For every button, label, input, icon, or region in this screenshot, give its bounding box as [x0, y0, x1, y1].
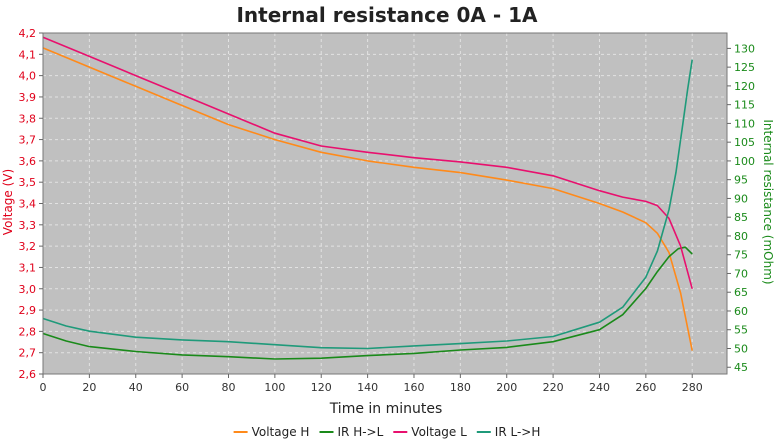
- x-tick-label: 40: [129, 381, 143, 394]
- left-tick-label: 3,3: [19, 219, 37, 232]
- legend-label: Voltage L: [411, 425, 467, 439]
- x-tick-label: 200: [496, 381, 517, 394]
- left-tick-label: 3,2: [19, 240, 37, 253]
- legend-item: IR L->H: [476, 425, 541, 439]
- left-tick-label: 3,1: [19, 261, 37, 274]
- right-tick-label: 85: [734, 211, 748, 224]
- right-tick-label: 110: [734, 117, 755, 130]
- left-tick-label: 4,1: [19, 48, 37, 61]
- legend: Voltage H IR H->L Voltage L IR L->H: [233, 425, 541, 439]
- legend-item: Voltage H: [233, 425, 310, 439]
- legend-item: IR H->L: [319, 425, 384, 439]
- x-tick-label: 60: [175, 381, 189, 394]
- series-line-ir-h-l: [42, 246, 693, 360]
- x-axis-ticks: 0 20 40 60 80 100 120 140 160 180 200 220 240 260 280: [40, 374, 703, 394]
- left-tick-label: 3,8: [19, 112, 37, 125]
- x-tick-label: 160: [403, 381, 424, 394]
- left-tick-label: 3,9: [19, 91, 37, 104]
- right-tick-label: 125: [734, 61, 755, 74]
- legend-label: Voltage H: [252, 425, 310, 439]
- right-tick-label: 75: [734, 249, 748, 262]
- x-tick-label: 100: [264, 381, 285, 394]
- series-layer: [42, 36, 693, 360]
- x-tick-label: 20: [82, 381, 96, 394]
- x-tick-label: 260: [635, 381, 656, 394]
- left-tick-label: 2,8: [19, 325, 37, 338]
- left-tick-label: 2,9: [19, 304, 37, 317]
- series-line-ir-l-h: [42, 59, 693, 350]
- right-tick-label: 105: [734, 136, 755, 149]
- x-axis-label: Time in minutes: [329, 401, 443, 417]
- left-tick-label: 4,2: [19, 27, 37, 40]
- series-line-voltage-l: [42, 36, 693, 290]
- x-tick-label: 0: [40, 381, 47, 394]
- right-tick-label: 100: [734, 155, 755, 168]
- grid: [42, 32, 727, 375]
- right-tick-label: 45: [734, 361, 748, 374]
- right-tick-label: 65: [734, 286, 748, 299]
- left-tick-label: 3,4: [19, 198, 37, 211]
- legend-item: Voltage L: [393, 425, 467, 439]
- right-axis-label: Internal resistance (mOhm): [761, 119, 774, 284]
- legend-label: IR L->H: [495, 425, 541, 439]
- left-tick-label: 3,0: [19, 283, 37, 296]
- right-tick-label: 60: [734, 305, 748, 318]
- left-tick-label: 2,7: [19, 347, 37, 360]
- x-tick-label: 80: [221, 381, 235, 394]
- series-line-voltage-h: [42, 47, 693, 351]
- left-tick-label: 2,6: [19, 368, 37, 381]
- left-axis-ticks: 2,6 2,7 2,8 2,9 3,0 3,1 3,2 3,3 3,4 3,5 3,6 3,7 3,8 3…: [19, 27, 43, 381]
- right-tick-label: 95: [734, 174, 748, 187]
- right-axis-ticks: 45 50 55 60 65 70 75 80 85 90 95 100 105 110 115 120 125…: [727, 42, 755, 374]
- x-tick-label: 140: [357, 381, 378, 394]
- legend-label: IR H->L: [338, 425, 384, 439]
- x-tick-label: 220: [543, 381, 564, 394]
- right-tick-label: 70: [734, 267, 748, 280]
- x-tick-label: 180: [450, 381, 471, 394]
- chart-title: Internal resistance 0A - 1A: [236, 3, 538, 27]
- x-tick-label: 280: [682, 381, 703, 394]
- right-tick-label: 115: [734, 99, 755, 112]
- right-tick-label: 120: [734, 80, 755, 93]
- right-tick-label: 55: [734, 324, 748, 337]
- x-tick-label: 120: [311, 381, 332, 394]
- left-axis-label: Voltage (V): [1, 169, 15, 235]
- left-tick-label: 4,0: [19, 70, 37, 83]
- right-tick-label: 50: [734, 342, 748, 355]
- x-tick-label: 240: [589, 381, 610, 394]
- left-tick-label: 3,5: [19, 176, 37, 189]
- left-tick-label: 3,7: [19, 134, 37, 147]
- left-tick-label: 3,6: [19, 155, 37, 168]
- right-tick-label: 130: [734, 42, 755, 55]
- right-tick-label: 80: [734, 230, 748, 243]
- right-tick-label: 90: [734, 192, 748, 205]
